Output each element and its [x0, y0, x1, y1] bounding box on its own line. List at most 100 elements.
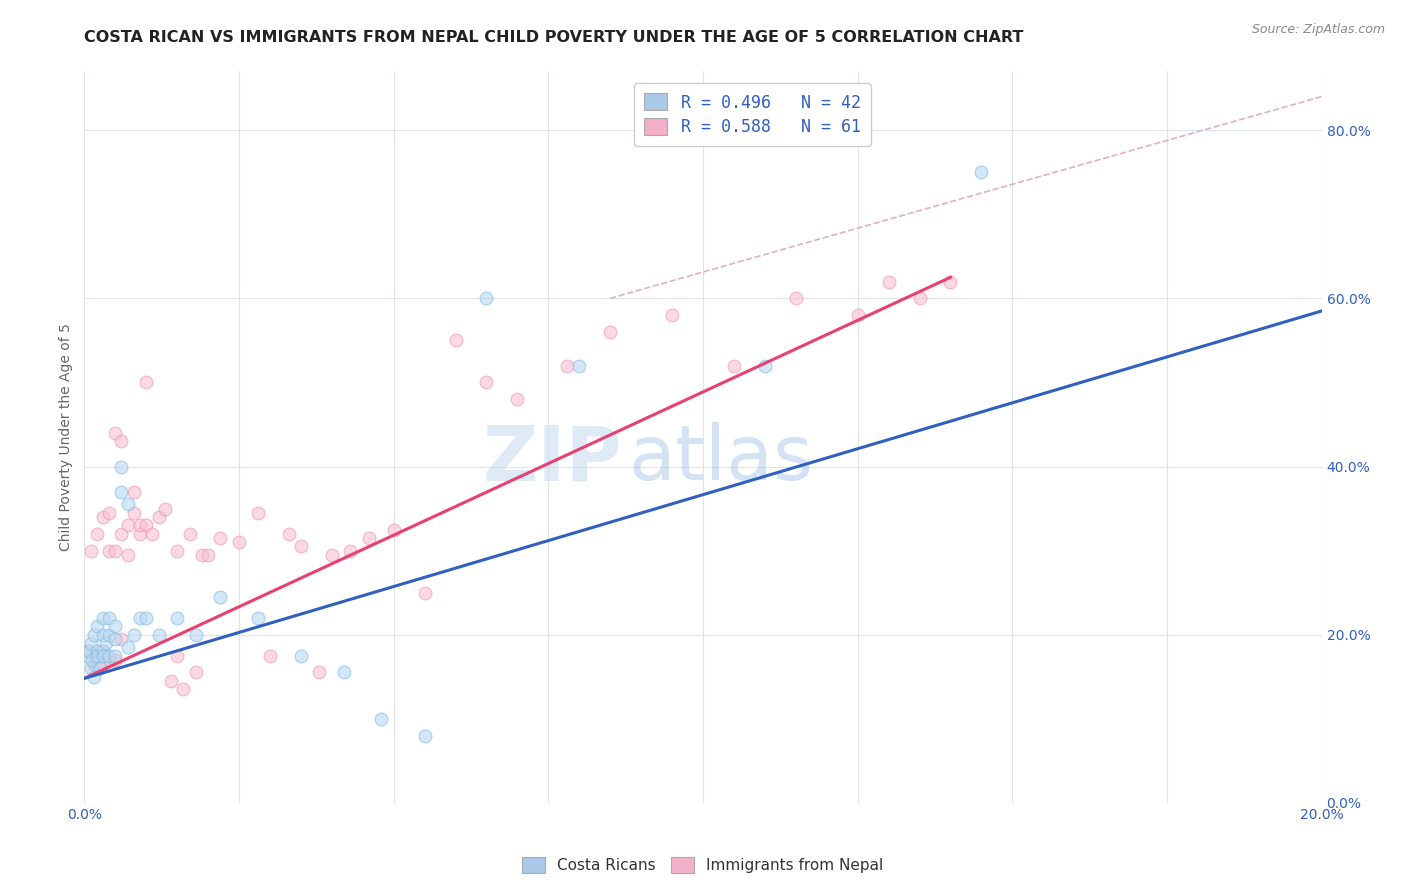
Point [166, 611, 188, 625]
Point [475, 291, 498, 305]
Point [86, 619, 108, 633]
Point [110, 459, 132, 474]
Point [110, 484, 132, 499]
Point [184, 665, 207, 680]
Point [135, 376, 157, 390]
Point [321, 548, 343, 562]
Point [141, 526, 163, 541]
Point [506, 392, 529, 407]
Point [148, 627, 170, 641]
Point [79, 644, 101, 658]
Y-axis label: Child Poverty Under the Age of 5: Child Poverty Under the Age of 5 [59, 323, 73, 551]
Point [86, 648, 108, 663]
Point [91, 657, 114, 671]
Point [104, 653, 127, 667]
Point [785, 291, 807, 305]
Point [661, 308, 683, 322]
Point [117, 548, 139, 562]
Point [228, 535, 250, 549]
Point [184, 627, 207, 641]
Point [122, 627, 145, 641]
Point [122, 484, 145, 499]
Point [382, 523, 405, 537]
Point [91, 611, 114, 625]
Point [754, 359, 776, 373]
Point [91, 648, 114, 663]
Text: COSTA RICAN VS IMMIGRANTS FROM NEPAL CHILD POVERTY UNDER THE AGE OF 5 CORRELATIO: COSTA RICAN VS IMMIGRANTS FROM NEPAL CHI… [84, 29, 1024, 45]
Point [246, 611, 269, 625]
Point [117, 497, 139, 511]
Point [98, 506, 121, 520]
Point [98, 543, 121, 558]
Point [83, 627, 105, 641]
Text: Source: ZipAtlas.com: Source: ZipAtlas.com [1251, 22, 1385, 36]
Point [91, 644, 114, 658]
Point [94, 636, 117, 650]
Point [970, 165, 993, 179]
Point [877, 275, 900, 289]
Point [104, 619, 127, 633]
Point [79, 661, 101, 675]
Point [308, 665, 330, 680]
Point [246, 506, 269, 520]
Text: atlas: atlas [628, 422, 814, 496]
Point [76, 648, 98, 663]
Point [191, 548, 214, 562]
Point [555, 359, 578, 373]
Point [98, 648, 121, 663]
Point [333, 665, 356, 680]
Point [86, 526, 108, 541]
Point [939, 275, 962, 289]
Point [413, 729, 436, 743]
Point [117, 640, 139, 655]
Point [179, 526, 201, 541]
Point [98, 653, 121, 667]
Point [290, 648, 312, 663]
Point [357, 531, 380, 545]
Point [79, 543, 101, 558]
Point [79, 636, 101, 650]
Point [129, 518, 152, 533]
Point [91, 627, 114, 641]
Point [568, 359, 591, 373]
Point [91, 510, 114, 524]
Point [135, 611, 157, 625]
Point [83, 657, 105, 671]
Point [104, 425, 127, 440]
Point [153, 501, 176, 516]
Point [846, 308, 869, 322]
Point [444, 334, 467, 348]
Point [86, 661, 108, 675]
Point [166, 543, 188, 558]
Point [197, 548, 219, 562]
Point [290, 540, 312, 554]
Legend: Costa Ricans, Immigrants from Nepal: Costa Ricans, Immigrants from Nepal [516, 851, 890, 880]
Point [277, 526, 299, 541]
Point [908, 291, 931, 305]
Point [117, 518, 139, 533]
Point [83, 670, 105, 684]
Point [104, 543, 127, 558]
Point [135, 518, 157, 533]
Point [110, 434, 132, 449]
Point [80, 653, 103, 667]
Point [370, 712, 392, 726]
Point [98, 627, 121, 641]
Point [160, 673, 183, 688]
Point [209, 590, 232, 604]
Point [172, 682, 194, 697]
Point [148, 510, 170, 524]
Point [129, 526, 152, 541]
Point [91, 644, 114, 658]
Point [413, 585, 436, 599]
Point [98, 611, 121, 625]
Text: ZIP: ZIP [484, 422, 623, 496]
Point [122, 506, 145, 520]
Point [89, 661, 111, 675]
Point [723, 359, 745, 373]
Point [86, 648, 108, 663]
Point [339, 543, 361, 558]
Point [475, 376, 498, 390]
Point [129, 611, 152, 625]
Point [110, 526, 132, 541]
